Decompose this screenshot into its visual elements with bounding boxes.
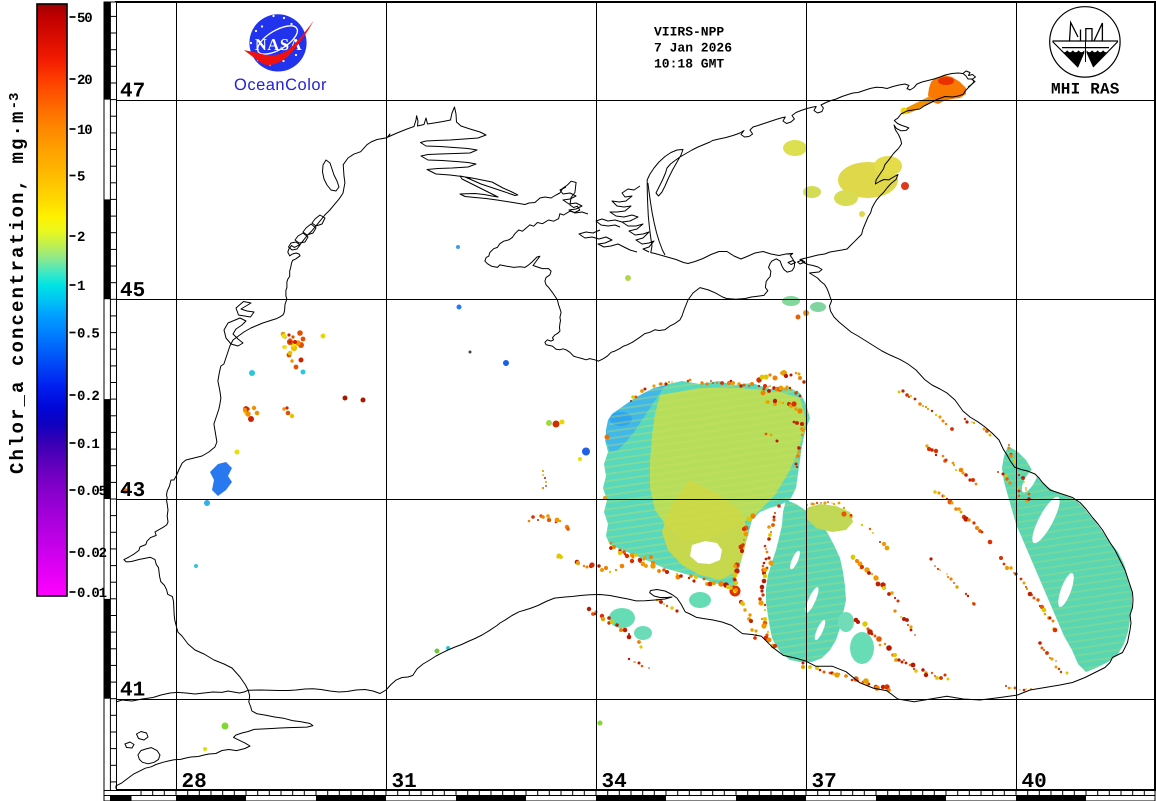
svg-text:0.05: 0.05 — [77, 484, 107, 500]
svg-text:MHI RAS: MHI RAS — [1051, 81, 1120, 99]
svg-text:41: 41 — [120, 680, 145, 703]
svg-text:20: 20 — [77, 73, 92, 89]
svg-text:50: 50 — [77, 11, 92, 27]
svg-text:28: 28 — [182, 771, 207, 794]
svg-text:7 Jan 2026: 7 Jan 2026 — [654, 41, 732, 56]
svg-text:10: 10 — [77, 123, 92, 139]
svg-text:43: 43 — [120, 480, 145, 503]
svg-text:OceanColor: OceanColor — [234, 76, 327, 94]
svg-text:0.1: 0.1 — [77, 437, 99, 453]
svg-text:5: 5 — [77, 170, 85, 186]
svg-text:2: 2 — [77, 230, 85, 246]
svg-text:47: 47 — [120, 81, 145, 104]
svg-text:0.5: 0.5 — [77, 327, 99, 343]
svg-text:1: 1 — [77, 279, 85, 295]
svg-text:45: 45 — [120, 280, 145, 303]
svg-text:0.2: 0.2 — [77, 389, 99, 405]
svg-text:VIIRS-NPP: VIIRS-NPP — [654, 25, 724, 40]
svg-text:34: 34 — [602, 771, 627, 794]
svg-text:37: 37 — [812, 771, 837, 794]
svg-text:0.02: 0.02 — [77, 546, 107, 562]
svg-text:10:18 GMT: 10:18 GMT — [654, 57, 724, 72]
svg-text:31: 31 — [392, 771, 417, 794]
svg-text:0.01: 0.01 — [77, 586, 107, 602]
svg-text:40: 40 — [1022, 771, 1047, 794]
